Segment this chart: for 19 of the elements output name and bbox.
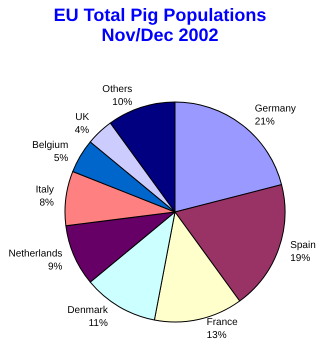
chart-title: EU Total Pig Populations Nov/Dec 2002 (54, 5, 266, 45)
data-label: 13% (206, 330, 227, 341)
slice-label: Germany (254, 104, 296, 115)
data-label: 9% (48, 261, 63, 272)
data-label: 19% (290, 252, 310, 264)
slice-label: Italy (36, 184, 54, 196)
slice-label: UK (75, 112, 90, 123)
slice-label: Belgium (32, 140, 68, 151)
slice-label: Others (102, 84, 132, 95)
slice-label: Denmark (67, 305, 109, 316)
data-label: 8% (39, 198, 54, 209)
slice-label: Spain (290, 240, 316, 251)
data-label: 21% (254, 116, 275, 128)
data-label: 4% (74, 124, 90, 136)
data-label: 11% (88, 318, 108, 330)
data-label: 5% (54, 152, 68, 164)
data-label: 10% (112, 96, 132, 108)
slice-label: France (206, 317, 238, 328)
slice-label: Netherlands (8, 248, 62, 260)
